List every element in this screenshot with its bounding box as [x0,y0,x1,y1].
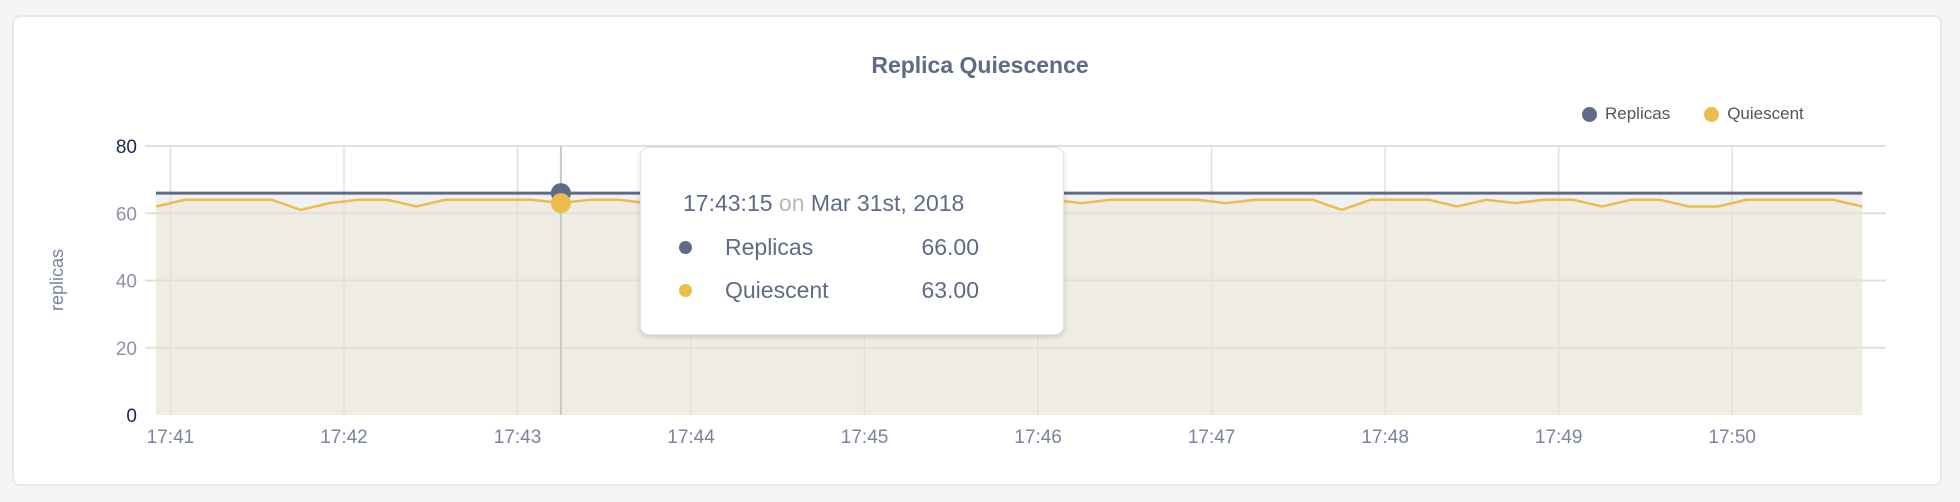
replicas-area [156,193,1863,210]
x-tick-label: 17:49 [1535,427,1583,448]
x-tick-label: 17:50 [1708,427,1756,448]
y-tick-label: 0 [126,406,137,427]
x-tick-label: 17:41 [147,427,195,448]
x-tick-label: 17:42 [320,427,368,448]
dot-icon [679,241,692,254]
legend-item-replicas[interactable]: Replicas [1582,104,1670,124]
y-axis-label: replicas [47,249,67,311]
legend-dot-icon [1582,106,1597,122]
dot-icon [679,284,692,297]
quiescent-hover-point [550,193,571,214]
tooltip-header: 17:43:15 on Mar 31st, 2018 [683,190,964,217]
tooltip-time: 17:43:15 [683,190,773,216]
chart-title: Replica Quiescence [871,52,1089,78]
x-tick-label: 17:47 [1188,427,1236,448]
x-tick-label: 17:43 [494,427,542,448]
tooltip-row-replicas: Replicas 66.00 [679,234,979,261]
tooltip-date: Mar 31st, 2018 [810,190,965,216]
x-tick-label: 17:45 [841,427,889,448]
tooltip-on: on [778,190,805,216]
x-tick-label: 17:44 [667,427,715,448]
legend-label: Replicas [1605,104,1671,123]
y-tick-label: 60 [116,204,137,225]
tooltip-value: 63.00 [921,277,979,303]
tooltip-value: 66.00 [921,234,979,260]
y-tick-label: 80 [116,137,137,158]
tooltip: 17:43:15 on Mar 31st, 2018 Replicas 66.0… [640,147,1064,335]
y-tick-label: 40 [116,272,137,293]
tooltip-row-quiescent: Quiescent 63.00 [679,277,979,304]
x-tick-label: 17:48 [1361,427,1409,448]
legend-label: Quiescent [1727,104,1804,123]
tooltip-label: Replicas [725,234,814,260]
legend-item-quiescent[interactable]: Quiescent [1704,104,1804,124]
tooltip-label: Quiescent [725,277,829,303]
x-tick-label: 17:46 [1014,427,1062,448]
y-tick-label: 20 [116,339,137,360]
legend-dot-icon [1704,106,1720,122]
legend: Replicas Quiescent [1582,104,1804,124]
